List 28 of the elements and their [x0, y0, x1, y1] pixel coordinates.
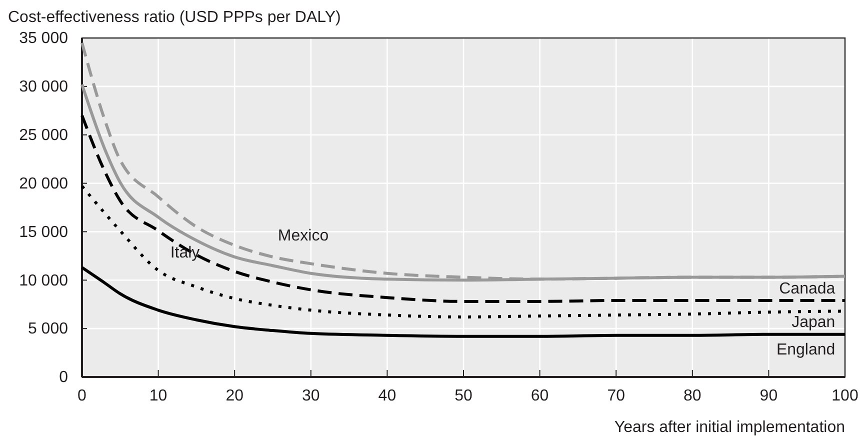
series-label: England: [776, 341, 836, 358]
x-tick-label: 30: [302, 387, 320, 404]
y-tick-label: 10 000: [19, 272, 68, 290]
x-tick-label: 40: [378, 387, 396, 404]
series-label: Japan: [792, 314, 836, 332]
x-tick-label: 0: [78, 387, 87, 404]
y-tick-label: 5 000: [28, 320, 68, 338]
x-tick-label: 20: [226, 387, 244, 404]
x-tick-label: 100: [832, 387, 858, 404]
y-tick-label: 20 000: [19, 175, 68, 192]
x-tick-label: 60: [530, 387, 549, 404]
series-label: Mexico: [278, 227, 329, 244]
x-axis-title: Years after initial implementation: [614, 419, 845, 436]
y-tick-label: 30 000: [19, 78, 68, 96]
line-series: [80, 266, 846, 338]
series-label: Canada: [779, 280, 836, 298]
x-tick-label: 90: [760, 387, 778, 404]
x-tick-label: 50: [454, 387, 472, 404]
x-tick-label: 10: [149, 387, 168, 404]
x-tick-label: 80: [684, 387, 702, 404]
series-label: Italy: [170, 244, 200, 262]
x-tick-label: 70: [607, 387, 626, 404]
y-tick-label: 15 000: [19, 224, 68, 241]
y-tick-label: 25 000: [19, 126, 68, 144]
y-axis-title: Cost-effectiveness ratio (USD PPPs per DALY): [8, 9, 341, 26]
line-series: [80, 114, 846, 303]
y-tick-label: 0: [59, 369, 68, 386]
y-tick-label: 35 000: [19, 30, 68, 48]
